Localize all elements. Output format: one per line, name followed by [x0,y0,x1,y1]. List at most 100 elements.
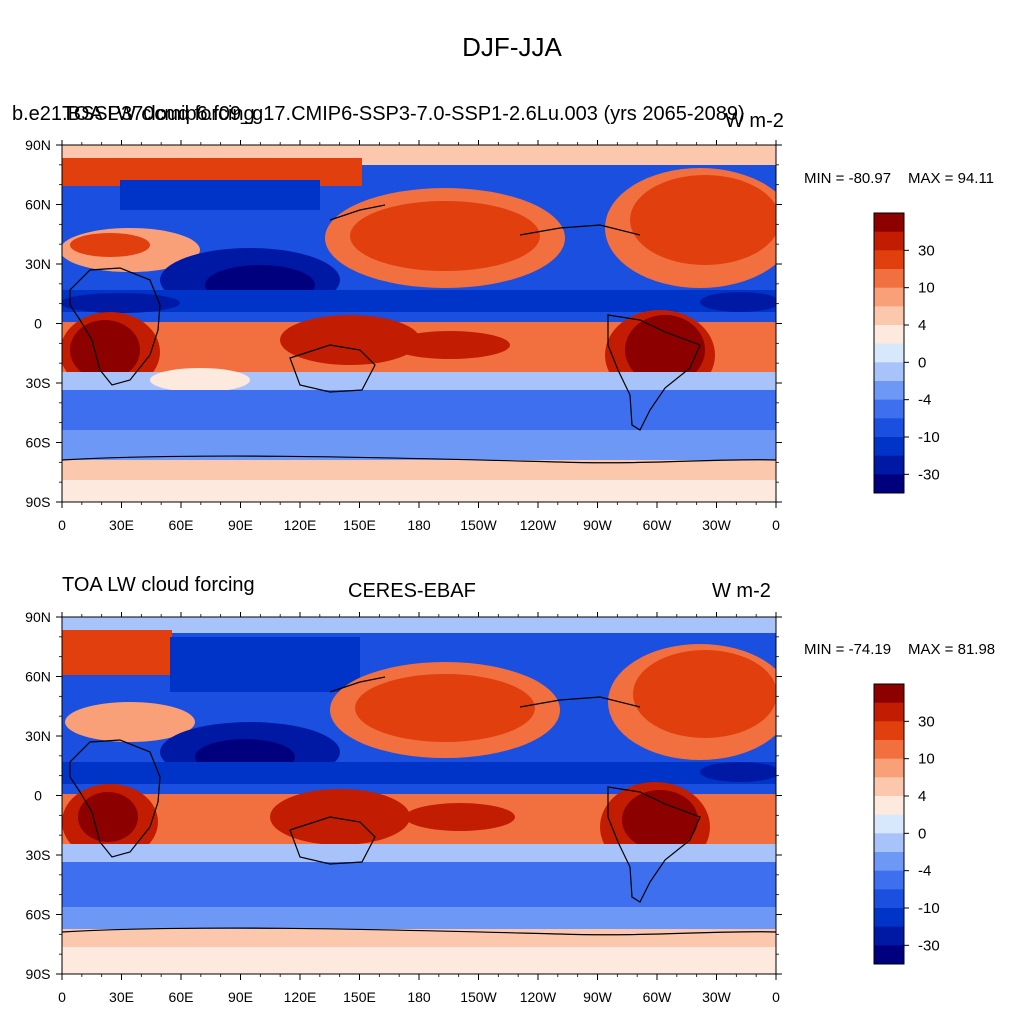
lon-tick-label: 120W [520,989,557,1005]
colorbar-label: -10 [918,900,940,917]
colorbar-swatch [874,945,904,965]
colorbar-label: -30 [918,937,940,954]
figure-title: DJF-JJA [462,32,562,62]
panel2-max-label: MAX = 81.98 [908,641,996,658]
colorbar-swatch [874,213,904,233]
lon-tick-label: 150W [460,989,497,1005]
panel1-colorbar: 30 10 4 0 -4 -10 -30 [873,212,940,494]
colorbar-swatch [874,231,904,251]
lon-tick-label: 150E [343,989,376,1005]
colorbar-label: -30 [918,466,940,483]
colorbar-swatch [874,250,904,270]
colorbar-swatch [874,833,904,853]
colorbar-swatch [874,721,904,741]
colorbar-swatch [874,926,904,946]
colorbar-label: 10 [918,751,935,768]
panel2-colorbar: 30 10 4 0 -4 -10 -30 [873,683,940,965]
colorbar-swatch [874,306,904,326]
colorbar-swatch [874,702,904,722]
colorbar-label: 4 [918,317,926,334]
lon-tick-label: 90W [583,517,613,533]
colorbar-label: 0 [918,354,926,371]
lat-tick-label: 60S [26,907,51,923]
panel2-min-label: MIN = -74.19 [804,641,892,658]
lon-tick-label: 150E [343,517,376,533]
colorbar-label: 10 [918,280,935,297]
lat-tick-label: 30S [26,375,51,391]
panel1-units: W m-2 [725,110,784,132]
lat-tick-label: 30N [25,728,51,744]
panel1-left-title: TOA LW cloud forcing [62,103,255,125]
lat-tick-label: 60N [25,197,51,213]
colorbar-swatch [874,740,904,760]
lon-tick-label: 0 [772,517,780,533]
lon-tick-label: 60E [169,989,194,1005]
colorbar-label: -4 [918,863,931,880]
panel2-left-title: TOA LW cloud forcing [62,574,255,596]
axes: 90N 60N 30N 0 30S 60S 90S 0 30E 60E 90E 120E 150E 180… [25,140,782,533]
lon-tick-label: 90E [228,989,253,1005]
colorbar-swatch [874,343,904,363]
lon-tick-label: 0 [772,989,780,1005]
lat-tick-label: 0 [34,316,42,332]
axes: 90N 60N 30N 0 30S 60S 90S 0 30E 60E 90E 120E 150E 180… [25,612,782,1005]
colorbar-label: -10 [918,429,940,446]
colorbar-swatch [874,269,904,289]
colorbar-swatch [874,474,904,494]
lat-tick-label: 90S [26,494,51,510]
lon-tick-label: 0 [58,517,66,533]
colorbar-swatch [874,325,904,345]
colorbar-label: 0 [918,825,926,842]
lon-tick-label: 30E [109,989,134,1005]
colorbar-swatch [874,418,904,438]
colorbar-swatch [874,362,904,382]
colorbar-swatch [874,777,904,797]
lon-tick-label: 150W [460,517,497,533]
lat-tick-label: 60S [26,435,51,451]
lon-tick-label: 30E [109,517,134,533]
colorbar-swatch [874,455,904,475]
lon-tick-label: 30W [702,517,732,533]
panel1-min-label: MIN = -80.97 [804,170,892,187]
colorbar-swatch [874,814,904,834]
colorbar-swatch [874,870,904,890]
panel1-center-title: b.e21.BSSP370cmip6.f09_g17.CMIP6-SSP3-7.… [12,103,745,125]
lat-tick-label: 30S [26,847,51,863]
lon-tick-label: 180 [407,989,431,1005]
colorbar-label: 4 [918,788,926,805]
lon-tick-label: 120W [520,517,557,533]
panel1-max-label: MAX = 94.11 [908,170,995,187]
lon-tick-label: 120E [284,989,317,1005]
colorbar-label: 30 [918,713,935,730]
panel1-map: 90N 60N 30N 0 30S 60S 90S 0 30E 60E 90E 120E 150E 180… [25,140,782,533]
lon-tick-label: 0 [58,989,66,1005]
lon-tick-label: 90E [228,517,253,533]
colorbar-swatch [874,889,904,909]
panel2-center-title: CERES-EBAF [348,580,476,602]
colorbar-swatch [874,437,904,457]
lat-tick-label: 30N [25,256,51,272]
colorbar-swatch [874,758,904,778]
colorbar-swatch [874,399,904,419]
colorbar-label: -4 [918,392,931,409]
lat-tick-label: 90N [25,140,51,153]
lon-tick-label: 120E [284,517,317,533]
colorbar-swatch [874,287,904,307]
lon-tick-label: 60E [169,517,194,533]
lon-tick-label: 60W [643,989,673,1005]
panel2-map: 90N 60N 30N 0 30S 60S 90S 0 30E 60E 90E 120E 150E 180… [25,612,782,1005]
colorbar-swatch [874,796,904,816]
lon-tick-label: 60W [643,517,673,533]
lat-tick-label: 90N [25,612,51,625]
colorbar-swatch [874,684,904,704]
colorbar-swatch [874,852,904,872]
lat-tick-label: 0 [34,788,42,804]
colorbar-frame [873,212,905,494]
colorbar-swatch [874,908,904,928]
colorbar-swatch [874,381,904,401]
lon-tick-label: 30W [702,989,732,1005]
colorbar-label: 30 [918,242,935,259]
lat-tick-label: 90S [26,966,51,982]
lon-tick-label: 90W [583,989,613,1005]
lon-tick-label: 180 [407,517,431,533]
